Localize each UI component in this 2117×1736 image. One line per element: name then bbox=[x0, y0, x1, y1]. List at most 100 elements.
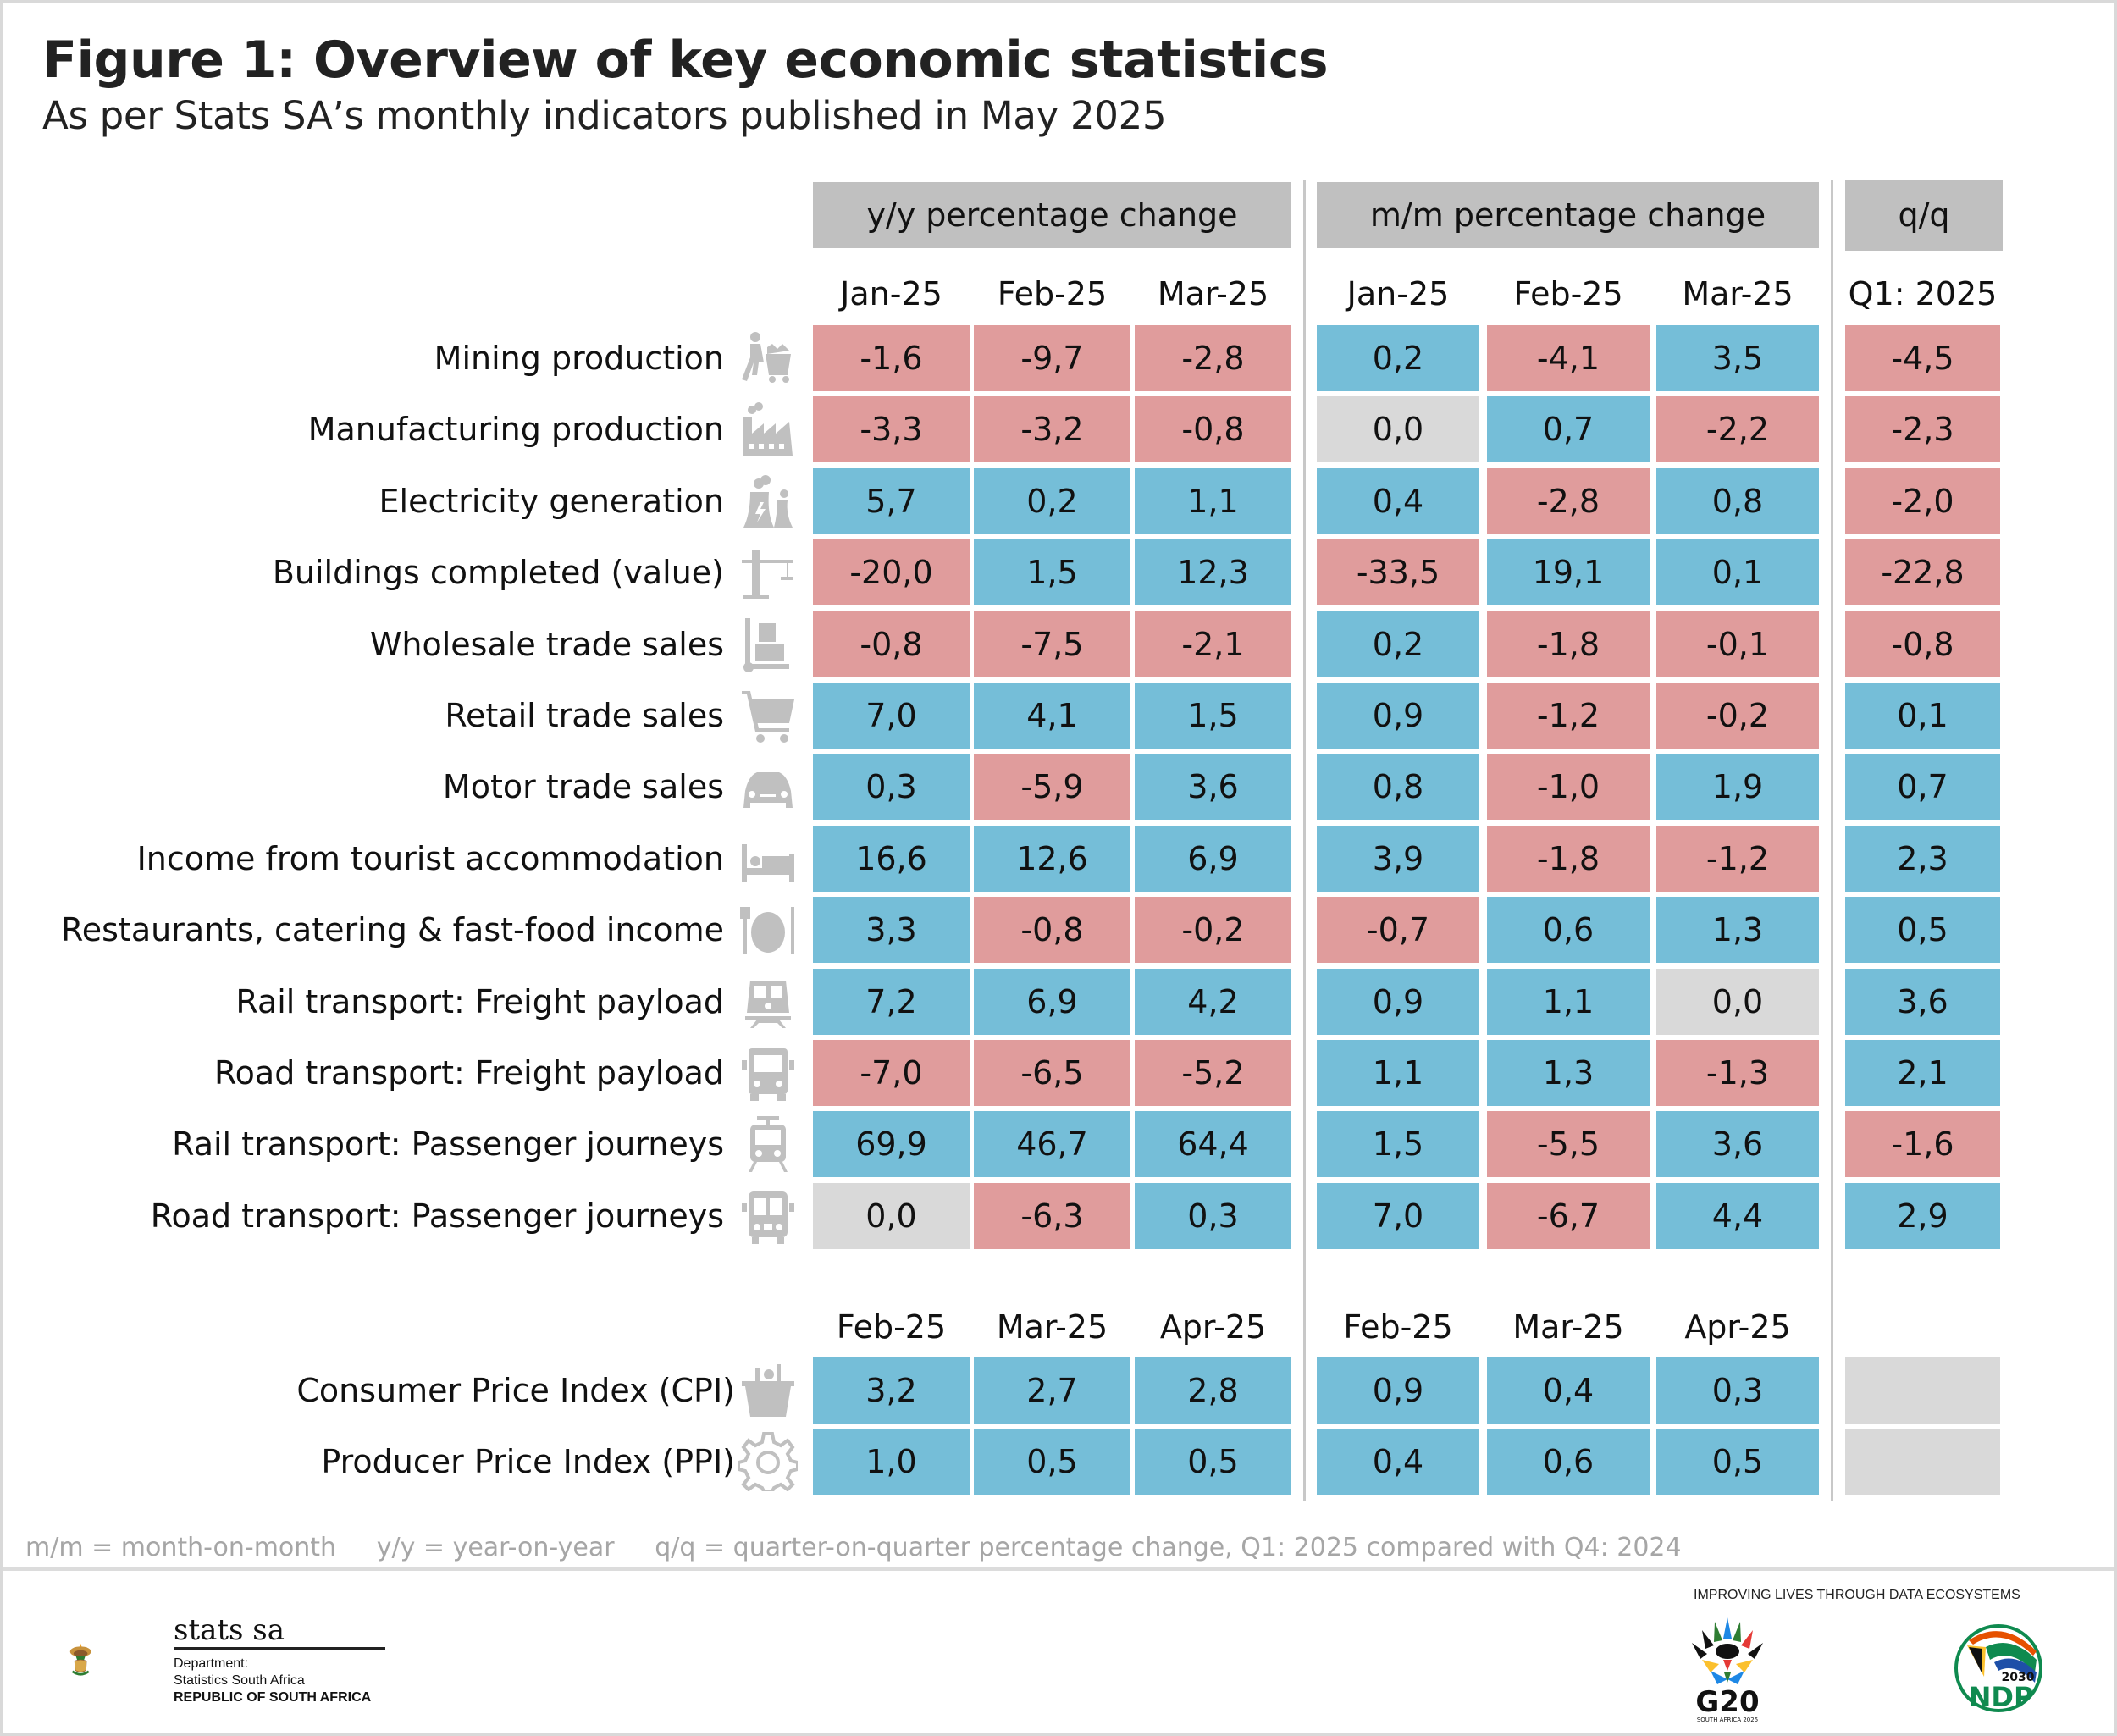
group-header-qq: q/q bbox=[1845, 180, 2003, 251]
value-cell-yy: 12,3 bbox=[1135, 539, 1291, 605]
column-header-mm: Mar-25 bbox=[1682, 275, 1794, 312]
value-cell-qq: 0,5 bbox=[1845, 897, 2000, 963]
column-header-yy: Mar-25 bbox=[996, 1308, 1108, 1346]
row-label: Manufacturing production bbox=[307, 411, 724, 448]
group-header-yy: y/y percentage change bbox=[813, 182, 1291, 248]
value-cell-yy: -0,8 bbox=[813, 611, 970, 677]
value-cell-mm: 3,9 bbox=[1317, 826, 1479, 892]
value-cell-yy: -2,8 bbox=[1135, 325, 1291, 391]
value-cell-mm: -0,7 bbox=[1317, 897, 1479, 963]
value-cell-mm: 0,5 bbox=[1656, 1429, 1819, 1495]
value-cell-yy: -0,2 bbox=[1135, 897, 1291, 963]
value-cell-mm: 0,4 bbox=[1317, 1429, 1479, 1495]
brand-name: stats sa bbox=[174, 1613, 285, 1647]
row-label: Road transport: Passenger journeys bbox=[150, 1197, 724, 1235]
value-cell-mm: 0,9 bbox=[1317, 683, 1479, 749]
value-cell-mm: -1,2 bbox=[1656, 826, 1819, 892]
value-cell-yy: -2,1 bbox=[1135, 611, 1291, 677]
row-label: Mining production bbox=[434, 340, 724, 377]
value-cell-yy: 5,7 bbox=[813, 468, 970, 534]
value-cell-yy: -0,8 bbox=[974, 897, 1130, 963]
column-header-yy: Feb-25 bbox=[997, 275, 1108, 312]
department-line-3: REPUBLIC OF SOUTH AFRICA bbox=[174, 1690, 372, 1705]
column-header-mm: Apr-25 bbox=[1684, 1308, 1791, 1346]
value-cell-yy: -3,2 bbox=[974, 396, 1130, 462]
value-cell-yy: 3,6 bbox=[1135, 754, 1291, 820]
value-cell-qq: 3,6 bbox=[1845, 969, 2000, 1035]
column-header-qq: Q1: 2025 bbox=[1848, 275, 1998, 312]
row-label: Producer Price Index (PPI) bbox=[321, 1443, 735, 1480]
tram-icon bbox=[735, 1111, 801, 1177]
power-plant-icon bbox=[735, 468, 801, 534]
brand-rule bbox=[174, 1647, 385, 1650]
ndp-text: NDP bbox=[1969, 1681, 2034, 1713]
value-cell-yy: 2,8 bbox=[1135, 1357, 1291, 1424]
value-cell-mm: 0,2 bbox=[1317, 325, 1479, 391]
value-cell-qq: -0,8 bbox=[1845, 611, 2000, 677]
row-label: Consumer Price Index (CPI) bbox=[296, 1372, 735, 1409]
value-cell-yy: 12,6 bbox=[974, 826, 1130, 892]
row-label: Rail transport: Freight payload bbox=[235, 983, 724, 1020]
row-label: Road transport: Freight payload bbox=[213, 1054, 724, 1092]
ndp-flag-icon: 2030 NDP bbox=[1954, 1624, 2042, 1713]
value-cell-mm: 0,8 bbox=[1656, 468, 1819, 534]
value-cell-mm: 1,1 bbox=[1317, 1040, 1479, 1106]
value-cell-mm: 0,6 bbox=[1487, 897, 1650, 963]
value-cell-qq: 2,9 bbox=[1845, 1183, 2000, 1249]
value-cell-mm: -33,5 bbox=[1317, 539, 1479, 605]
value-cell-yy: -7,5 bbox=[974, 611, 1130, 677]
value-cell-yy: -3,3 bbox=[813, 396, 970, 462]
tagline: IMPROVING LIVES THROUGH DATA ECOSYSTEMS bbox=[1694, 1588, 2020, 1602]
value-cell-yy: 64,4 bbox=[1135, 1111, 1291, 1177]
value-cell-yy: -6,3 bbox=[974, 1183, 1130, 1249]
group-header-mm: m/m percentage change bbox=[1317, 182, 1819, 248]
car-icon bbox=[735, 754, 801, 820]
value-cell-yy: 1,1 bbox=[1135, 468, 1291, 534]
row-label: Rail transport: Passenger journeys bbox=[172, 1125, 724, 1163]
value-cell-mm: 0,7 bbox=[1487, 396, 1650, 462]
row-label: Income from tourist accommodation bbox=[136, 840, 724, 877]
row-label: Motor trade sales bbox=[442, 768, 724, 805]
footer-divider bbox=[3, 1567, 2114, 1571]
value-cell-qq: -2,3 bbox=[1845, 396, 2000, 462]
value-cell-yy: -6,5 bbox=[974, 1040, 1130, 1106]
value-cell-mm: 0,0 bbox=[1317, 396, 1479, 462]
value-cell-yy: 4,2 bbox=[1135, 969, 1291, 1035]
truck-icon bbox=[735, 1040, 801, 1106]
value-cell-mm: 0,4 bbox=[1487, 1357, 1650, 1424]
value-cell-yy: -9,7 bbox=[974, 325, 1130, 391]
value-cell-yy: 0,0 bbox=[813, 1183, 970, 1249]
value-cell-mm: -1,8 bbox=[1487, 826, 1650, 892]
value-cell-yy: 4,1 bbox=[974, 683, 1130, 749]
value-cell-yy: 0,3 bbox=[813, 754, 970, 820]
column-header-mm: Feb-25 bbox=[1343, 1308, 1453, 1346]
value-cell-mm: 0,9 bbox=[1317, 969, 1479, 1035]
ndp-logo: 2030 NDP bbox=[1952, 1622, 2045, 1715]
value-cell-qq: -4,5 bbox=[1845, 325, 2000, 391]
g20-logo: G20 SOUTH AFRICA 2025 bbox=[1685, 1613, 1770, 1723]
value-cell-qq: 2,1 bbox=[1845, 1040, 2000, 1106]
value-cell-mm: 4,4 bbox=[1656, 1183, 1819, 1249]
plate-cutlery-icon bbox=[735, 897, 801, 963]
value-cell-mm: -1,0 bbox=[1487, 754, 1650, 820]
g20-subtext: SOUTH AFRICA 2025 bbox=[1697, 1717, 1758, 1723]
value-cell-yy: -1,6 bbox=[813, 325, 970, 391]
value-cell-yy: 0,2 bbox=[974, 468, 1130, 534]
g20-text: G20 bbox=[1695, 1685, 1759, 1719]
value-cell-mm: 1,3 bbox=[1487, 1040, 1650, 1106]
department-line-2: Statistics South Africa bbox=[174, 1673, 305, 1688]
value-cell-yy: 0,5 bbox=[1135, 1429, 1291, 1495]
value-cell-mm: 3,6 bbox=[1656, 1111, 1819, 1177]
column-header-yy: Jan-25 bbox=[840, 275, 942, 312]
value-cell-mm: 7,0 bbox=[1317, 1183, 1479, 1249]
coat-of-arms-logo bbox=[69, 1643, 91, 1676]
column-header-mm: Jan-25 bbox=[1346, 275, 1450, 312]
value-cell-mm: 3,5 bbox=[1656, 325, 1819, 391]
value-cell-mm: -1,3 bbox=[1656, 1040, 1819, 1106]
locomotive-icon bbox=[735, 969, 801, 1035]
mining-cart-icon bbox=[735, 325, 801, 391]
value-cell-mm: -2,2 bbox=[1656, 396, 1819, 462]
grocery-basket-icon bbox=[735, 1357, 801, 1424]
value-cell-yy: 46,7 bbox=[974, 1111, 1130, 1177]
value-cell-yy: 0,5 bbox=[974, 1429, 1130, 1495]
